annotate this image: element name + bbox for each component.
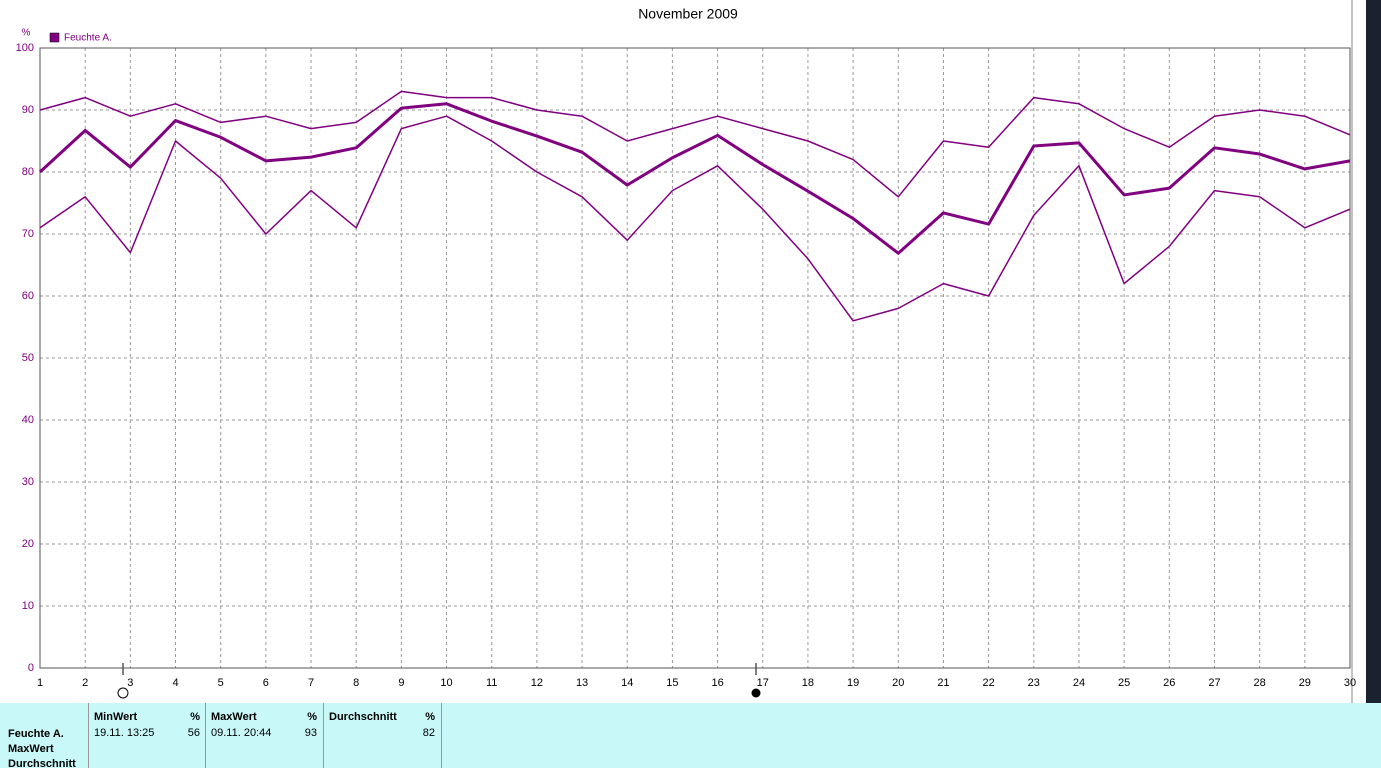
x-tick-label: 9 xyxy=(398,677,404,689)
time: 19.11. 13:25 xyxy=(94,727,155,739)
x-tick-label: 14 xyxy=(621,677,633,689)
column-header: MinWert xyxy=(94,711,138,723)
x-tick-label: 22 xyxy=(982,677,994,689)
moon-icon xyxy=(117,687,129,699)
y-tick-label: 70 xyxy=(22,228,34,240)
stats-column: MaxWert % 09.11. 20:44 93 xyxy=(205,703,323,768)
x-tick-label: 11 xyxy=(486,677,497,689)
stats-column: MinWert % 19.11. 13:25 56 xyxy=(88,703,206,768)
plot-frame xyxy=(39,47,1351,669)
x-tick-label: 23 xyxy=(1028,677,1040,689)
stats-panel: Feuchte A. MaxWert Durchschnitt MinWert … xyxy=(0,703,1381,770)
column-unit: % xyxy=(190,711,200,723)
column-unit: % xyxy=(307,711,317,723)
x-tick-label: 7 xyxy=(308,677,314,689)
x-tick-label: 25 xyxy=(1118,677,1130,689)
x-tick-label: 29 xyxy=(1299,677,1311,689)
x-tick-label: 6 xyxy=(263,677,269,689)
column-header: Durchschnitt xyxy=(329,711,397,723)
y-tick-label: 80 xyxy=(22,166,34,178)
y-tick-label: 90 xyxy=(22,104,34,116)
y-tick-label: 0 xyxy=(28,662,34,674)
x-tick-label: 17 xyxy=(757,677,769,689)
x-tick-label: 13 xyxy=(576,677,588,689)
column-unit: % xyxy=(425,711,435,723)
chart-title: November 2009 xyxy=(638,6,738,22)
x-tick-label: 8 xyxy=(353,677,359,689)
x-tick-label: 3 xyxy=(127,677,133,689)
moon-icon xyxy=(751,688,761,698)
legend-label: Feuchte A. xyxy=(64,33,112,44)
window-edge xyxy=(1366,0,1381,703)
y-tick-label: 40 xyxy=(22,414,34,426)
y-tick-label: 100 xyxy=(16,42,34,54)
y-tick-label: 30 xyxy=(22,476,34,488)
data-line xyxy=(39,115,1351,322)
data-line xyxy=(39,90,1351,198)
y-tick-label: 10 xyxy=(22,600,34,612)
x-tick-label: 5 xyxy=(218,677,224,689)
x-tick-label: 26 xyxy=(1163,677,1175,689)
x-tick-label: 12 xyxy=(531,677,543,689)
x-tick-label: 4 xyxy=(172,677,178,689)
y-axis-label: % xyxy=(22,28,31,39)
value: 93 xyxy=(304,727,317,739)
legend: Feuchte A. xyxy=(49,32,112,44)
row-label: MaxWert xyxy=(8,743,54,755)
x-tick-label: 24 xyxy=(1073,677,1085,689)
x-tick-label: 2 xyxy=(82,677,88,689)
x-tick-label: 1 xyxy=(37,677,43,689)
legend-swatch xyxy=(49,32,60,43)
x-tick-label: 28 xyxy=(1254,677,1266,689)
x-tick-label: 19 xyxy=(847,677,859,689)
x-tick-label: 10 xyxy=(440,677,452,689)
data-line xyxy=(38,102,1351,255)
x-tick-label: 20 xyxy=(892,677,904,689)
column-header: MaxWert xyxy=(211,711,257,723)
y-tick-label: 60 xyxy=(22,290,34,302)
y-tick-label: 20 xyxy=(22,538,34,550)
value: 56 xyxy=(187,727,200,739)
x-tick-label: 16 xyxy=(711,677,723,689)
x-tick-label: 21 xyxy=(937,677,949,689)
x-tick-label: 15 xyxy=(666,677,678,689)
row-label: Feuchte A. xyxy=(8,728,64,740)
value: 82 xyxy=(422,727,435,739)
x-tick-label: 27 xyxy=(1208,677,1220,689)
x-tick-label: 18 xyxy=(802,677,814,689)
row-label: Durchschnitt xyxy=(8,758,76,770)
x-tick-label: 30 xyxy=(1344,677,1356,689)
chart: November 2009 % Feuchte A. 0 10 20 30 40 50 60… xyxy=(16,0,1381,703)
stats-column: Durchschnitt % 82 xyxy=(323,703,442,768)
y-tick-label: 50 xyxy=(22,352,34,364)
time: 09.11. 20:44 xyxy=(211,727,272,739)
